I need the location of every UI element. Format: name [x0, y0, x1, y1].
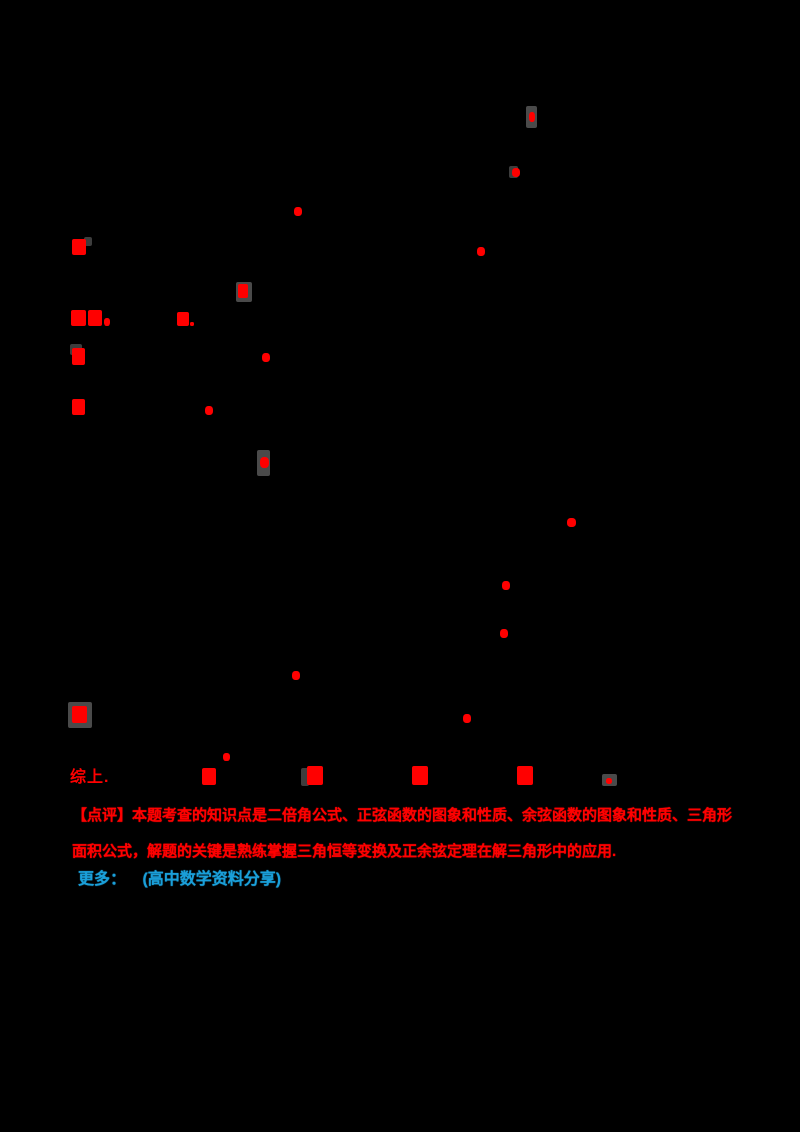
- red-mark: [412, 766, 428, 785]
- red-mark: [72, 239, 86, 255]
- red-mark: [262, 353, 270, 362]
- red-mark: [238, 284, 248, 298]
- red-mark: [177, 312, 189, 326]
- red-mark: [529, 112, 535, 122]
- red-mark: [260, 457, 269, 468]
- red-mark: [72, 348, 85, 365]
- red-mark: [292, 671, 300, 680]
- footer-line: 更多： (高中数学资料分享): [78, 865, 281, 889]
- red-mark: [190, 322, 194, 326]
- red-mark: [477, 247, 485, 256]
- red-mark: [223, 753, 230, 761]
- red-mark: [202, 768, 216, 785]
- red-mark: [502, 581, 510, 590]
- red-mark: [104, 318, 110, 326]
- footer-label: 更多：: [78, 871, 127, 888]
- red-mark: [88, 310, 102, 326]
- comment-line-1: 【点评】本题考查的知识点是二倍角公式、正弦函数的图象和性质、余弦函数的图象和性质…: [72, 807, 733, 824]
- red-mark: [500, 629, 508, 638]
- red-mark: [463, 714, 471, 723]
- red-mark: [72, 399, 85, 415]
- summary-text: 综上.: [70, 769, 110, 786]
- red-mark: [205, 406, 213, 415]
- red-mark: [71, 310, 86, 326]
- red-mark: [606, 778, 612, 784]
- gray-cell: [301, 768, 309, 786]
- red-mark: [512, 168, 520, 177]
- comment-line-2: 面积公式，解题的关键是熟练掌握三角恒等变换及正余弦定理在解三角形中的应用.: [72, 843, 617, 860]
- red-mark: [72, 706, 87, 723]
- red-mark: [294, 207, 302, 216]
- red-mark: [567, 518, 576, 527]
- red-mark: [307, 766, 323, 785]
- footer-link[interactable]: (高中数学资料分享): [142, 871, 282, 888]
- gray-cell: [84, 237, 92, 246]
- red-mark: [517, 766, 533, 785]
